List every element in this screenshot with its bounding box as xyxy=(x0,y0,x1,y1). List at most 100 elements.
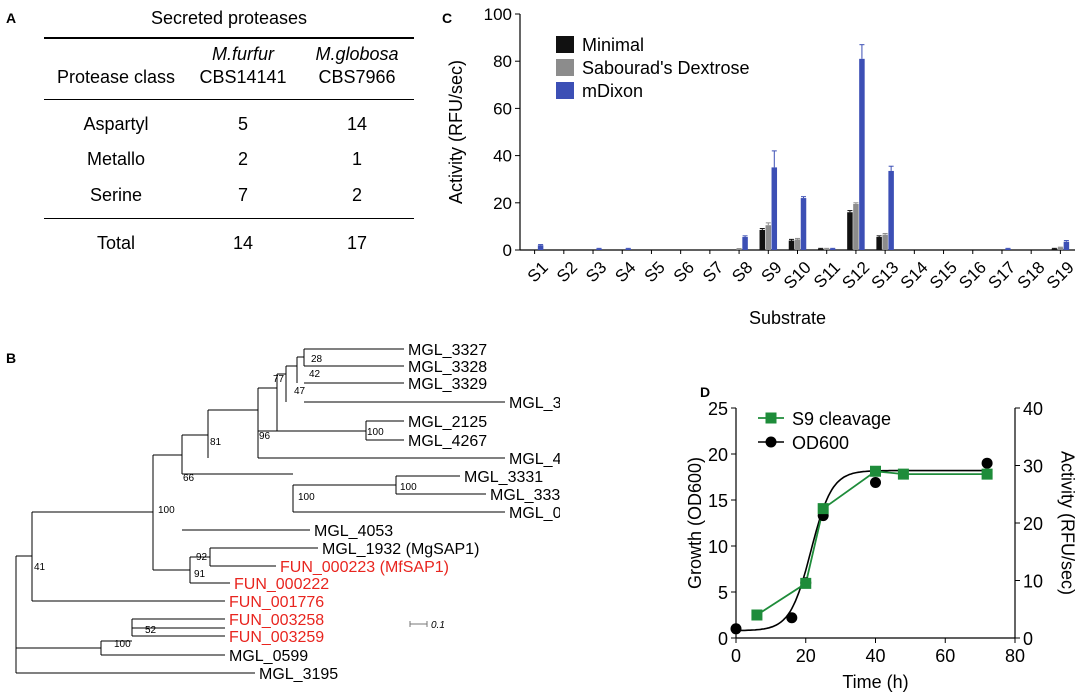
bar xyxy=(882,234,888,250)
panel-label-c: C xyxy=(442,10,453,26)
right-y-axis-title: Activity (RFU/sec) xyxy=(1057,451,1077,595)
row-class: Serine xyxy=(89,185,143,205)
row-class: Metallo xyxy=(86,149,146,169)
x-tick-label: S3 xyxy=(582,258,610,286)
legend-label-od600: OD600 xyxy=(792,433,849,453)
row-count-mfurfur: 5 xyxy=(237,114,248,134)
tree-leaf-label: FUN_003259 xyxy=(229,629,324,646)
y-tick-label: 100 xyxy=(484,5,512,24)
x-axis-title: Substrate xyxy=(749,308,826,328)
col-header-mglobosa: M.globosa xyxy=(315,44,399,64)
y-tick-label: 80 xyxy=(493,52,512,71)
panel-label-d: D xyxy=(700,384,711,400)
bar xyxy=(817,248,824,250)
bar xyxy=(537,245,544,250)
y-axis-title: Activity (RFU/sec) xyxy=(446,60,466,204)
tree-leaf-label: MGL_3195 xyxy=(259,666,338,683)
total-label: Total xyxy=(96,233,136,253)
tree-leaf-label: MGL_3331 xyxy=(464,469,543,486)
y-tick-label: 0 xyxy=(503,241,512,260)
s9-cleavage-point xyxy=(870,465,881,477)
bootstrap-value: 100 xyxy=(400,482,417,493)
od600-point xyxy=(870,477,881,489)
tree-leaf-label: MGL_3565 xyxy=(509,395,560,412)
row-class: Aspartyl xyxy=(83,114,149,134)
tree-leaf-label: MGL_3327 xyxy=(408,342,487,359)
legend-label-s9: S9 cleavage xyxy=(792,409,891,429)
tree-leaf-label: FUN_003258 xyxy=(229,612,324,629)
row-count-mglobosa: 2 xyxy=(351,185,362,205)
growth-activity-chart: 0 5 10 15 20 25 0 10 20 30 40 0 20 40 60 80 Growth (OD60… xyxy=(685,399,1078,692)
bar xyxy=(759,229,766,250)
bootstrap-value: 91 xyxy=(194,569,206,580)
bar xyxy=(771,167,778,250)
col-header-protease-class: Protease class xyxy=(56,67,176,87)
tree-leaf-label: MGL_3330 xyxy=(490,487,560,504)
left-y-axis-title: Growth (OD600) xyxy=(685,457,705,589)
row-count-mfurfur: 2 xyxy=(237,149,248,169)
x-tick-label: 60 xyxy=(935,646,955,666)
total-mfurfur: 14 xyxy=(232,233,254,253)
bar xyxy=(1005,248,1011,250)
x-tick-label: S2 xyxy=(553,258,581,286)
x-tick-label: 40 xyxy=(865,646,885,666)
x-tick-label: S14 xyxy=(897,258,932,293)
x-tick-label: S19 xyxy=(1043,258,1078,293)
right-y-tick-label: 10 xyxy=(1023,572,1043,592)
y-tick-label: 40 xyxy=(493,147,512,166)
x-tick-label: S16 xyxy=(955,258,990,293)
left-y-tick-label: 15 xyxy=(708,491,728,511)
right-y-tick-label: 40 xyxy=(1023,399,1043,419)
bootstrap-value: 52 xyxy=(145,625,157,636)
row-count-mglobosa: 1 xyxy=(351,149,362,169)
legend-swatch xyxy=(556,59,574,76)
tree-leaf-label: MGL_4267 xyxy=(408,433,487,450)
tree-leaf-label: FUN_000222 xyxy=(234,576,329,593)
bootstrap-value: 28 xyxy=(311,354,323,365)
x-tick-label: S1 xyxy=(524,258,552,286)
legend-marker-s9 xyxy=(765,412,777,424)
left-y-tick-label: 5 xyxy=(718,583,728,603)
bar xyxy=(596,248,602,250)
x-tick-label: S8 xyxy=(728,258,756,286)
x-tick-label: S13 xyxy=(868,258,903,293)
od600-fit-curve xyxy=(736,469,988,632)
table-top-rule xyxy=(44,37,414,39)
legend-marker-od600 xyxy=(765,436,777,448)
bar xyxy=(765,225,772,250)
tree-leaf-label: MGL_0534 xyxy=(509,505,560,522)
protease-table: Secreted proteases M.furfur M.globosa Pr… xyxy=(0,0,430,300)
s9-cleavage-point xyxy=(981,468,993,480)
bootstrap-value: 41 xyxy=(34,562,46,573)
bar xyxy=(800,198,807,250)
table-total-rule xyxy=(44,218,414,219)
total-mglobosa: 17 xyxy=(346,233,368,253)
bar xyxy=(853,203,859,250)
legend-swatch xyxy=(556,36,574,53)
x-tick-label: S15 xyxy=(926,258,961,293)
x-tick-label: S11 xyxy=(810,258,844,292)
x-tick-label: S17 xyxy=(984,258,1019,293)
table-header-rule xyxy=(44,99,414,100)
bootstrap-value: 96 xyxy=(259,431,271,442)
od600-point xyxy=(981,457,993,469)
tree-leaf-label: MGL_4053 xyxy=(314,523,393,540)
bootstrap-value: 81 xyxy=(210,437,222,448)
x-tick-label: S5 xyxy=(641,258,669,286)
left-y-tick-label: 10 xyxy=(708,537,728,557)
x-tick-label: 0 xyxy=(731,646,741,666)
y-tick-label: 20 xyxy=(493,194,512,213)
x-tick-label: S6 xyxy=(670,258,698,286)
od600-point xyxy=(730,623,742,635)
bar xyxy=(1057,247,1064,250)
left-y-tick-label: 20 xyxy=(708,445,728,465)
x-axis-title: Time (h) xyxy=(842,672,908,692)
x-tick-label: S10 xyxy=(780,258,815,293)
bootstrap-value: 66 xyxy=(183,473,195,484)
row-count-mfurfur: 7 xyxy=(237,185,248,205)
legend-label: Sabourad's Dextrose xyxy=(582,58,750,78)
bar xyxy=(1063,241,1070,250)
tree-leaf-label: FUN_001776 xyxy=(229,594,324,611)
bootstrap-value: 92 xyxy=(196,552,208,563)
legend-swatch xyxy=(556,82,574,99)
